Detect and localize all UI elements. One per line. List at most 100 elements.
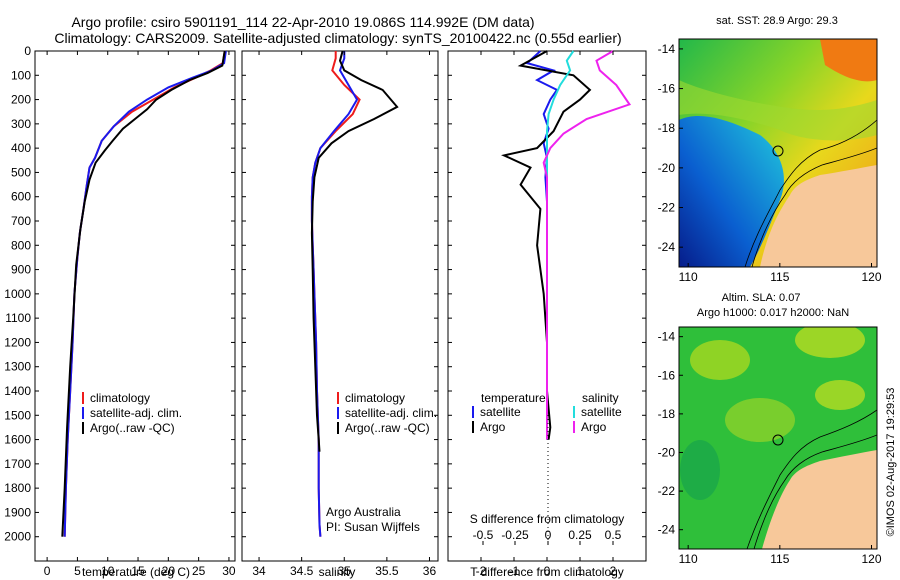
temperature-xlabel: temperature (deg C) xyxy=(82,565,190,579)
credit-org: Argo Australia xyxy=(326,505,401,519)
temperature-series-2 xyxy=(61,50,226,537)
temperature-x-tick-label: 15 xyxy=(131,564,145,578)
sst-map-x-tick-label: 120 xyxy=(861,270,881,284)
sla-land xyxy=(762,450,877,549)
sla-map-y-tick-label: -16 xyxy=(658,368,676,382)
s-difference-tick-label: -0.25 xyxy=(501,528,529,542)
sst-isobath xyxy=(744,119,877,267)
difference-series-3 xyxy=(542,50,632,440)
sla-high-blob xyxy=(725,398,795,442)
salinity-x-tick-label: 36 xyxy=(423,564,437,578)
sla-high-blob xyxy=(815,380,865,410)
sst-map-x-tick-label: 115 xyxy=(770,270,789,284)
sst-map-y-tick-label: -22 xyxy=(658,201,676,215)
depth-tick-label: 1000 xyxy=(4,287,31,301)
sla-map-title1: Altim. SLA: 0.07 xyxy=(722,292,801,304)
sst-map-y-tick-label: -24 xyxy=(658,240,676,254)
depth-tick-label: 1400 xyxy=(4,384,31,398)
depth-tick-label: 1500 xyxy=(4,408,31,422)
s-difference-tick-label: 0.25 xyxy=(568,528,592,542)
depth-tick-label: 400 xyxy=(11,141,31,155)
sla-float-marker xyxy=(772,434,784,446)
s-difference-xlabel: S difference from climatology xyxy=(470,512,625,526)
temperature-x-tick-label: 0 xyxy=(44,564,51,578)
sst-map-y-tick-label: -20 xyxy=(658,161,676,175)
legend-label-argo: Argo(..raw -QC) xyxy=(345,421,430,435)
sla-map-x-tick-label: 120 xyxy=(861,552,881,566)
sla-map-x-tick-label: 110 xyxy=(679,552,698,566)
depth-tick-label: 1200 xyxy=(4,335,31,349)
legend-label-satellite: satellite-adj. clim. xyxy=(90,406,182,420)
depth-tick-label: 1100 xyxy=(5,311,31,325)
sst-map-y-tick-label: -14 xyxy=(658,42,676,56)
depth-tick-label: 1600 xyxy=(4,433,31,447)
t-difference-xlabel: T difference from climatology xyxy=(470,565,624,579)
depth-tick-label: 2000 xyxy=(4,530,31,544)
sla-low-blob xyxy=(680,440,720,500)
sla-high-blob xyxy=(795,327,865,358)
salinity-x-tick-label: 34 xyxy=(252,564,266,578)
s-difference-tick-label: 0.5 xyxy=(605,528,622,542)
depth-tick-label: 800 xyxy=(11,238,31,252)
sst-map xyxy=(679,39,877,267)
sst-land xyxy=(760,165,877,267)
sst-float-marker xyxy=(772,145,784,157)
legend-heading-temperature: temperature xyxy=(481,391,546,405)
difference-x-tick-label: -1 xyxy=(509,564,520,578)
credit-pi: PI: Susan Wijffels xyxy=(326,520,420,534)
salinity-xlabel: salinity xyxy=(319,565,356,579)
sst-isobath-deep xyxy=(751,147,877,267)
legend-label-climatology: climatology xyxy=(345,391,405,405)
depth-tick-label: 300 xyxy=(11,117,31,131)
difference-x-tick-label: 2 xyxy=(610,564,617,578)
legend-heading-salinity: salinity xyxy=(582,391,619,405)
temperature-x-tick-label: 5 xyxy=(74,564,81,578)
salinity-x-tick-label: 34.5 xyxy=(290,564,314,578)
depth-tick-label: 500 xyxy=(11,165,31,179)
temperature-panel-frame xyxy=(34,50,236,562)
legend-label-t-satellite: satellite xyxy=(480,405,521,419)
difference-legend: temperature salinity satellite Argo sate… xyxy=(472,391,622,434)
sst-map-x-tick-label: 110 xyxy=(679,270,698,284)
legend-label-s-argo: Argo xyxy=(581,420,607,434)
depth-tick-label: 1300 xyxy=(4,360,31,374)
sst-map-frame xyxy=(678,38,878,268)
salinity-series-2 xyxy=(310,50,399,452)
salinity-x-tick-label: 35.5 xyxy=(375,564,399,578)
s-difference-tick-label: -0.5 xyxy=(473,528,494,542)
depth-tick-label: 0 xyxy=(24,44,31,58)
sst-map-y-tick-label: -18 xyxy=(658,121,676,135)
temperature-x-tick-label: 25 xyxy=(192,564,206,578)
depth-tick-label: 1900 xyxy=(4,505,31,519)
salinity-legend: climatology satellite-adj. clim. Argo(..… xyxy=(337,391,437,435)
depth-tick-label: 1700 xyxy=(4,457,31,471)
sla-map-y-tick-label: -18 xyxy=(658,407,676,421)
sst-field-cool xyxy=(679,115,784,267)
salinity-x-tick-label: 35 xyxy=(338,564,352,578)
depth-tick-label: 900 xyxy=(11,263,31,277)
sla-map xyxy=(679,327,877,549)
sla-isobath-deep xyxy=(753,434,877,549)
sla-isobath xyxy=(746,409,877,549)
figure-title-line1: Argo profile: csiro 5901191_114 22-Apr-2… xyxy=(71,14,534,30)
temperature-series-1 xyxy=(63,50,227,537)
sst-map-title: sat. SST: 28.9 Argo: 29.3 xyxy=(716,15,838,27)
depth-tick-label: 1800 xyxy=(4,481,31,495)
depth-tick-label: 100 xyxy=(11,68,31,82)
sst-map-y-tick-label: -16 xyxy=(658,82,676,96)
sla-map-x-tick-label: 115 xyxy=(770,552,789,566)
sla-map-y-tick-label: -22 xyxy=(658,484,676,498)
temperature-x-tick-label: 20 xyxy=(162,564,176,578)
sla-map-y-tick-label: -24 xyxy=(658,523,676,537)
depth-tick-label: 700 xyxy=(11,214,31,228)
legend-label-satellite: satellite-adj. clim. xyxy=(345,406,437,420)
temperature-x-tick-label: 10 xyxy=(101,564,115,578)
figure-title-line2: Climatology: CARS2009. Satellite-adjuste… xyxy=(54,30,621,46)
depth-tick-label: 200 xyxy=(11,93,31,107)
depth-tick-label: 600 xyxy=(11,190,31,204)
difference-x-tick-label: -2 xyxy=(476,564,487,578)
sla-map-y-tick-label: -20 xyxy=(658,445,676,459)
difference-x-tick-label: 0 xyxy=(544,564,551,578)
sst-warm-patch xyxy=(820,39,877,82)
